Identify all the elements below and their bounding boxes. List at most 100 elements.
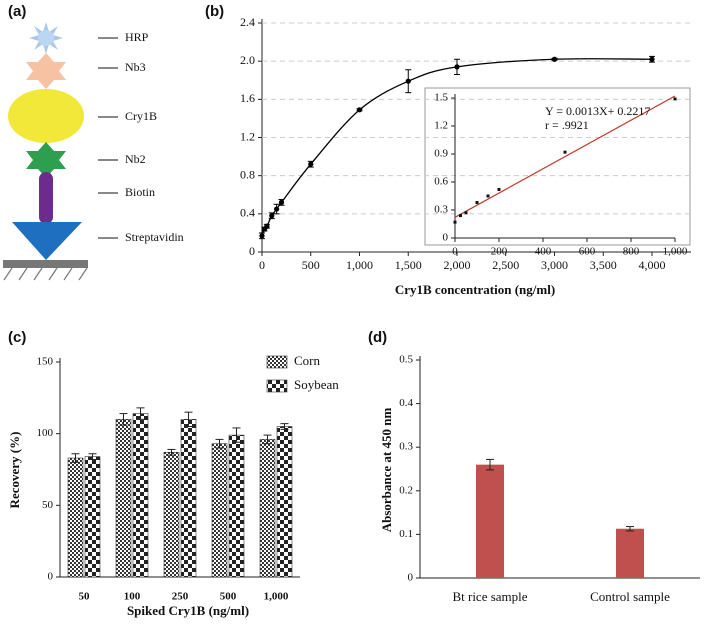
nb3-icon (26, 53, 66, 89)
y-tick-label: 50 (42, 499, 54, 511)
point (673, 97, 677, 101)
point (497, 187, 501, 191)
legend-swatch (266, 355, 288, 369)
diagram-label: Biotin (125, 185, 155, 199)
y-tick-label: 150 (37, 356, 54, 368)
point (274, 206, 280, 212)
x-tick-label: 1,000 (264, 591, 289, 603)
diagram-label: Nb2 (125, 152, 146, 166)
y-tick-label: 2.4 (240, 15, 255, 29)
bar (84, 456, 101, 578)
surface-hatch (3, 267, 88, 281)
y-tick-label: 0.6 (434, 176, 448, 188)
x-tick-label: 0 (452, 246, 458, 258)
y-tick-label: 100 (37, 427, 54, 439)
x-tick-label: 100 (124, 591, 141, 603)
cry1b-icon (8, 89, 84, 143)
x-tick-label: 2,000 (444, 258, 471, 272)
legend-swatch (266, 379, 288, 393)
label-leaders (98, 37, 118, 239)
x-tick-label: 3,000 (541, 258, 568, 272)
x-axis-label: Spiked Cry1B (ng/ml) (127, 603, 249, 618)
point (308, 161, 314, 167)
point (264, 223, 270, 229)
point (551, 56, 558, 62)
x-tick-label: 2,500 (492, 258, 519, 272)
point (453, 220, 457, 224)
bar (180, 419, 197, 578)
diagram-label: Cry1B (125, 109, 157, 123)
y-tick-label: 0.8 (240, 167, 255, 181)
bar (115, 419, 132, 578)
bar (259, 439, 276, 578)
x-tick-label: 800 (623, 246, 640, 258)
x-tick-label: 500 (220, 591, 237, 603)
x-tick-label: 600 (579, 246, 596, 258)
point (459, 214, 462, 218)
point (356, 107, 363, 113)
point (464, 211, 468, 215)
x-tick-label: 400 (535, 246, 552, 258)
y-tick-label: 0 (408, 572, 414, 584)
legend-label: Soybean (294, 377, 339, 392)
diagram: HRP Nb3 Cry1B Nb2 Biotin Streptavidin (3, 22, 184, 281)
surface (3, 260, 88, 268)
y-tick-label: 0.3 (434, 204, 448, 216)
y-axis-label: Recovery (%) (7, 432, 22, 509)
y-tick-label: 2.0 (240, 53, 255, 67)
x-tick-label: 1,000 (346, 258, 373, 272)
nb2-icon (26, 142, 66, 178)
point (649, 56, 655, 62)
point (486, 194, 490, 198)
x-tick-label: 1,500 (395, 258, 422, 272)
point (269, 213, 275, 219)
y-tick-label: 0.2 (399, 484, 413, 496)
point (259, 233, 265, 239)
x-tick-label: 3,500 (590, 258, 617, 272)
streptavidin-icon (12, 222, 82, 260)
y-tick-label: 0 (443, 232, 449, 244)
y-tick-label: 1.2 (240, 129, 255, 143)
diagram-label: Streptavidin (125, 230, 184, 244)
x-tick-label: 4,000 (639, 258, 666, 272)
y-tick-label: 1.2 (434, 120, 448, 132)
bar (67, 457, 84, 578)
y-tick-label: 1.6 (240, 91, 255, 105)
y-tick-label: 1.5 (434, 92, 448, 104)
x-tick-label: 50 (79, 591, 91, 603)
bar (476, 464, 504, 578)
point (454, 64, 460, 70)
diagram-label: Nb3 (125, 60, 146, 74)
point (563, 150, 567, 154)
legend-label: Corn (294, 353, 321, 368)
point (278, 199, 285, 205)
panel-label: (a) (8, 3, 26, 20)
panel-label: (d) (368, 329, 387, 346)
x-tick-label: 200 (491, 246, 508, 258)
annotation: r = .9921 (545, 118, 589, 132)
x-axis-label: Cry1B concentration (ng/ml) (395, 282, 555, 297)
inset-frame (424, 87, 691, 246)
y-tick-label: 0.3 (399, 441, 413, 453)
bar (163, 451, 180, 578)
bar (276, 426, 293, 578)
hrp-icon (29, 22, 63, 54)
x-tick-label: 250 (172, 591, 189, 603)
x-tick-label: 0 (259, 258, 265, 272)
bar (211, 443, 228, 578)
y-tick-label: 0.9 (434, 148, 448, 160)
x-tick-label: 1,000 (663, 246, 688, 258)
x-tick-label: Bt rice sample (452, 589, 527, 604)
panel-label: (c) (8, 329, 26, 346)
diagram-label: HRP (125, 30, 149, 44)
annotation: Y = 0.0013X+ 0.2217 (545, 104, 650, 118)
x-tick-label: 500 (302, 258, 320, 272)
y-tick-label: 0.5 (399, 354, 413, 366)
point (475, 201, 479, 205)
y-tick-label: 0.4 (399, 397, 413, 409)
panel-label: (b) (205, 3, 224, 20)
bar (132, 413, 149, 578)
y-axis-label: Absorbance at 450 nm (379, 408, 394, 533)
point (405, 78, 411, 84)
